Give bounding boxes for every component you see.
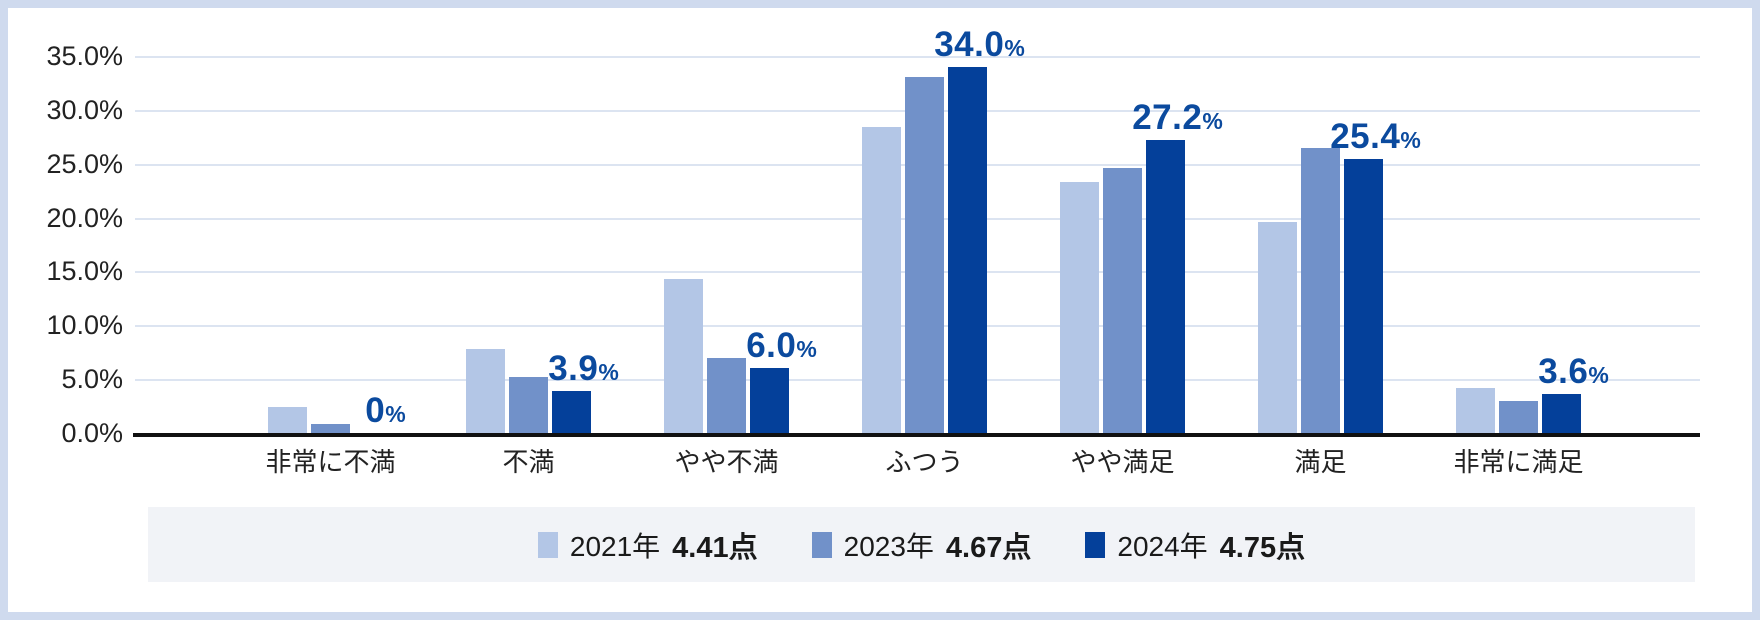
- gridline: [135, 56, 1700, 58]
- legend-year-label: 2021年: [569, 530, 661, 562]
- x-axis-category-label: 不満: [502, 447, 555, 477]
- x-axis-category-label: やや満足: [1070, 447, 1175, 477]
- data-label: 0%: [365, 393, 405, 428]
- bar-2024年-非常に満足: [1542, 394, 1581, 433]
- y-axis-tick-label: 10.0%: [46, 310, 123, 340]
- data-label: 3.6%: [1538, 354, 1609, 389]
- legend-year-label: 2024年: [1117, 530, 1208, 562]
- data-label: 34.0%: [934, 27, 1025, 62]
- legend-swatch: [1085, 531, 1106, 558]
- data-label-percent-sign: %: [598, 359, 619, 385]
- data-label-percent-sign: %: [1400, 127, 1421, 153]
- x-axis-category-label: ふつう: [885, 447, 964, 477]
- data-label-value: 0: [365, 391, 386, 430]
- data-label-value: 34.0: [934, 25, 1005, 64]
- legend-swatch: [811, 531, 832, 558]
- data-label-percent-sign: %: [1202, 108, 1223, 134]
- bar-2021年-ふつう: [862, 127, 901, 433]
- legend-swatch: [537, 531, 558, 558]
- data-label-percent-sign: %: [796, 336, 817, 362]
- data-label: 6.0%: [746, 328, 817, 363]
- legend-year-label: 2023年: [843, 530, 934, 562]
- data-label-value: 25.4: [1330, 117, 1401, 156]
- legend-score-label: 4.75点: [1219, 531, 1306, 564]
- y-axis-tick-label: 35.0%: [46, 41, 123, 71]
- data-label-value: 3.9: [548, 349, 599, 388]
- legend-score-label: 4.67点: [945, 531, 1032, 564]
- y-axis-tick-label: 30.0%: [46, 95, 123, 125]
- y-axis-tick-label: 20.0%: [46, 203, 123, 233]
- bar-2024年-ふつう: [948, 67, 987, 433]
- legend: 2021年 4.41点 2023年 4.67点 2024年 4.75点: [148, 507, 1695, 582]
- y-axis-tick-label: 25.0%: [46, 149, 123, 179]
- bar-2021年-非常に満足: [1456, 388, 1495, 433]
- x-axis-category-label: 非常に満足: [1453, 447, 1584, 477]
- legend-item: 2021年 4.41点: [537, 524, 758, 566]
- data-label-percent-sign: %: [1004, 35, 1025, 61]
- data-label-value: 27.2: [1132, 98, 1203, 137]
- x-axis-category-label: 非常に不満: [265, 447, 396, 477]
- data-label-percent-sign: %: [385, 401, 406, 427]
- legend-item: 2023年 4.67点: [811, 524, 1032, 566]
- bar-2023年-ふつう: [905, 77, 944, 433]
- data-label: 25.4%: [1330, 119, 1421, 154]
- data-label: 3.9%: [548, 351, 619, 386]
- bar-2023年-満足: [1301, 148, 1340, 433]
- bar-2023年-やや不満: [707, 358, 746, 433]
- data-label: 27.2%: [1132, 100, 1223, 135]
- bar-2023年-不満: [509, 377, 548, 433]
- data-label-value: 3.6: [1538, 352, 1589, 391]
- bar-2021年-やや不満: [664, 279, 703, 433]
- bar-2024年-満足: [1344, 159, 1383, 433]
- y-axis-tick-label: 5.0%: [61, 364, 123, 394]
- legend-item: 2024年 4.75点: [1085, 524, 1305, 566]
- bar-2021年-やや満足: [1060, 182, 1099, 433]
- bar-2021年-満足: [1258, 222, 1297, 433]
- bar-2021年-不満: [466, 349, 505, 433]
- bar-2024年-やや満足: [1146, 140, 1185, 433]
- bar-2024年-不満: [552, 391, 591, 433]
- bar-2021年-非常に不満: [268, 407, 307, 433]
- bar-2023年-非常に満足: [1499, 401, 1538, 433]
- x-axis-category-label: 満足: [1294, 447, 1347, 477]
- data-label-percent-sign: %: [1588, 362, 1609, 388]
- legend-score-label: 4.41点: [672, 531, 758, 564]
- y-axis-tick-label: 0.0%: [61, 418, 123, 448]
- y-axis-tick-label: 15.0%: [46, 256, 123, 286]
- data-label-value: 6.0: [746, 326, 797, 365]
- x-axis-line: [133, 433, 1700, 437]
- bar-2023年-やや満足: [1103, 168, 1142, 433]
- bar-2023年-非常に不満: [311, 424, 350, 433]
- x-axis-category-label: やや不満: [674, 447, 779, 477]
- bar-2024年-やや不満: [750, 368, 789, 433]
